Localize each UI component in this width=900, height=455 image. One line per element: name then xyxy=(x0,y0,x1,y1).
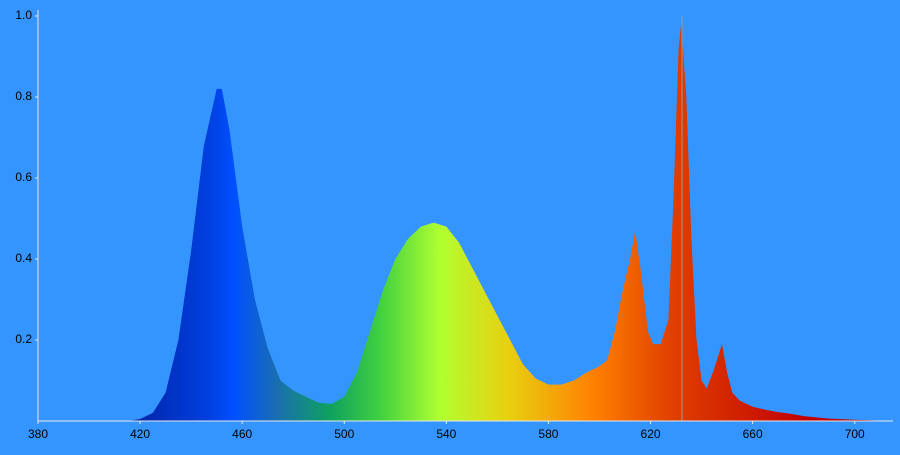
x-tick-label: 660 xyxy=(743,427,763,441)
x-tick-label: 460 xyxy=(232,427,252,441)
x-tick-label: 700 xyxy=(845,427,865,441)
x-tick-label: 620 xyxy=(641,427,661,441)
spectrum-area xyxy=(127,24,881,421)
x-tick-label: 500 xyxy=(334,427,354,441)
y-tick-label: 0.6 xyxy=(15,170,32,184)
y-tick-label: 0.8 xyxy=(15,89,32,103)
plot xyxy=(127,24,881,421)
y-tick-label: 0.4 xyxy=(15,251,32,265)
x-tick-label: 540 xyxy=(436,427,456,441)
y-tick-label: 0.2 xyxy=(15,332,32,346)
x-tick-label: 380 xyxy=(28,427,48,441)
x-tick-label: 420 xyxy=(130,427,150,441)
x-tick-label: 580 xyxy=(538,427,558,441)
y-tick-label: 1.0 xyxy=(15,8,32,22)
